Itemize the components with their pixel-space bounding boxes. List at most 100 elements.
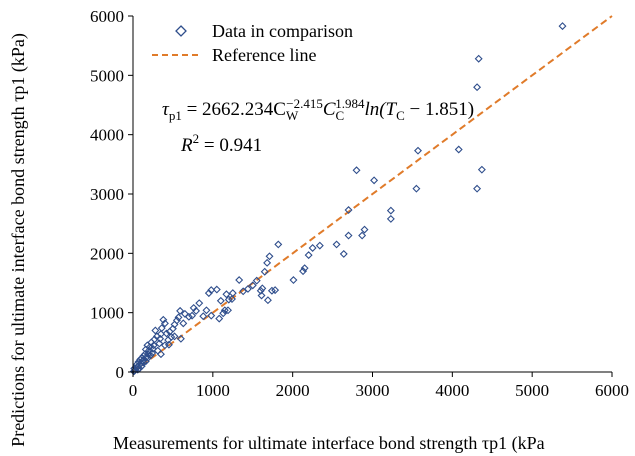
data-point: [144, 353, 153, 362]
y-tick-label: 2000: [90, 244, 124, 263]
data-point: [477, 165, 486, 174]
data-point: [153, 346, 162, 355]
eq-cw-sup: −2.415: [286, 96, 323, 111]
data-point: [162, 329, 171, 338]
r2-sup: 2: [193, 131, 200, 146]
eq-ln: ln(T: [364, 99, 397, 120]
x-axis-title: Measurements for ultimate interface bond…: [113, 433, 545, 454]
x-tick-label: 1000: [196, 381, 230, 400]
y-tick-label: 5000: [90, 66, 124, 85]
data-point: [267, 286, 276, 295]
x-tick-label: 5000: [515, 381, 549, 400]
data-point: [151, 326, 160, 335]
data-point: [263, 258, 272, 267]
data-point: [332, 240, 341, 249]
eq-tc-sub: C: [396, 108, 405, 123]
data-point: [339, 249, 348, 258]
data-point: [189, 303, 198, 312]
legend-label-reference: Reference line: [212, 45, 316, 65]
y-tick-label: 6000: [90, 7, 124, 26]
y-axis-title: Predictions for ultimate interface bond …: [8, 33, 29, 447]
data-point: [220, 306, 229, 315]
legend-label-data: Data in comparison: [212, 21, 353, 41]
data-point: [235, 276, 244, 285]
eq-tau-sub: p1: [169, 108, 182, 123]
data-point: [149, 341, 158, 350]
eq-cc-sub: C: [336, 108, 345, 123]
data-point: [274, 240, 283, 249]
data-point: [454, 145, 463, 154]
x-tick-label: 3000: [356, 381, 390, 400]
y-axis-ticks: 0 1000 2000 3000 4000 5000 6000: [90, 7, 133, 382]
data-point: [146, 351, 155, 360]
data-point: [195, 299, 204, 308]
data-point: [192, 306, 201, 315]
data-point: [156, 330, 165, 339]
x-axis-ticks: 0 1000 2000 3000 4000 5000 6000: [129, 372, 629, 400]
data-point: [204, 289, 213, 298]
data-point: [155, 339, 164, 348]
y-tick-label: 3000: [90, 185, 124, 204]
data-point: [176, 334, 185, 343]
data-point: [304, 251, 313, 260]
data-point: [219, 309, 228, 318]
regression-equation: τp1 = 2662.234CW−2.415CC1.984ln(TC − 1.8…: [162, 96, 474, 123]
eq-cc: C: [323, 99, 336, 120]
data-point: [139, 358, 148, 367]
data-point: [188, 311, 197, 320]
data-point: [308, 244, 317, 252]
data-point: [299, 267, 308, 276]
y-tick-label: 0: [116, 363, 125, 382]
eq-tau: τ: [162, 99, 170, 120]
data-point: [370, 176, 379, 185]
data-point: [179, 319, 188, 328]
data-point: [386, 206, 395, 215]
data-point: [148, 344, 157, 353]
data-point: [164, 340, 173, 349]
data-point: [260, 267, 269, 276]
data-point: [199, 312, 208, 321]
data-point: [265, 252, 274, 261]
data-point: [228, 295, 236, 303]
data-point: [473, 184, 482, 193]
data-point: [352, 166, 361, 175]
data-point: [256, 286, 265, 295]
data-point: [252, 276, 261, 285]
data-point: [180, 309, 189, 318]
data-point: [145, 343, 154, 352]
data-point: [289, 276, 298, 285]
data-point: [358, 231, 367, 240]
data-point: [315, 241, 324, 250]
plot-area: [129, 15, 613, 376]
data-point: [412, 184, 421, 193]
data-point: [558, 22, 567, 31]
data-point: [473, 83, 482, 92]
data-point: [300, 264, 309, 273]
data-point: [202, 306, 211, 315]
eq-tail: − 1.851): [405, 99, 474, 120]
data-point: [174, 313, 183, 322]
data-point: [215, 314, 224, 323]
data-point: [248, 281, 257, 290]
data-point: [344, 231, 353, 240]
data-point: [207, 311, 216, 320]
x-tick-label: 6000: [595, 381, 629, 400]
r2-value: = 0.941: [199, 135, 262, 156]
y-tick-label: 4000: [90, 126, 124, 145]
x-tick-label: 4000: [435, 381, 469, 400]
data-point: [263, 296, 272, 305]
data-point: [141, 345, 150, 354]
data-point: [386, 214, 395, 223]
eq-cc-sup: 1.984: [335, 96, 365, 111]
r2-label: R: [180, 135, 193, 156]
data-point: [222, 290, 231, 299]
data-point: [414, 146, 422, 155]
data-point: [216, 296, 225, 305]
data-point: [156, 334, 165, 343]
data-point: [160, 341, 169, 350]
data-point: [176, 306, 185, 315]
data-point: [159, 315, 168, 324]
data-point: [212, 285, 221, 294]
x-tick-label: 2000: [276, 381, 310, 400]
